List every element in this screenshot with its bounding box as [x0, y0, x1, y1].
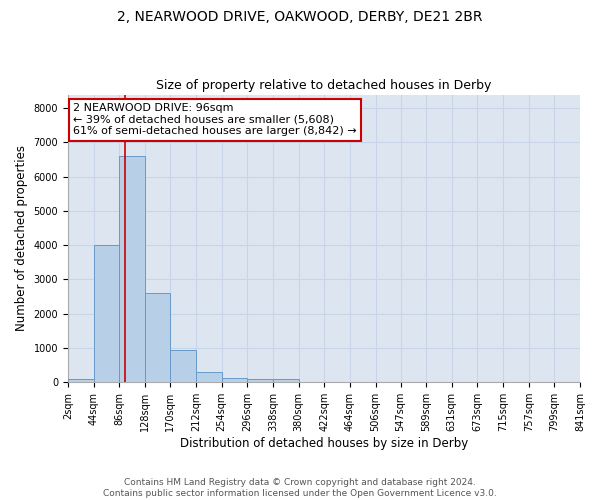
- Bar: [247, 380, 273, 382]
- Bar: [273, 380, 299, 382]
- Bar: [119, 156, 145, 382]
- Bar: [68, 379, 94, 382]
- Y-axis label: Number of detached properties: Number of detached properties: [15, 146, 28, 332]
- Text: Contains HM Land Registry data © Crown copyright and database right 2024.
Contai: Contains HM Land Registry data © Crown c…: [103, 478, 497, 498]
- Bar: [170, 350, 196, 382]
- Text: 2 NEARWOOD DRIVE: 96sqm
← 39% of detached houses are smaller (5,608)
61% of semi: 2 NEARWOOD DRIVE: 96sqm ← 39% of detache…: [73, 103, 356, 136]
- Title: Size of property relative to detached houses in Derby: Size of property relative to detached ho…: [156, 79, 491, 92]
- Bar: [222, 378, 247, 382]
- Bar: [145, 293, 170, 382]
- Text: 2, NEARWOOD DRIVE, OAKWOOD, DERBY, DE21 2BR: 2, NEARWOOD DRIVE, OAKWOOD, DERBY, DE21 …: [117, 10, 483, 24]
- Bar: [196, 372, 222, 382]
- X-axis label: Distribution of detached houses by size in Derby: Distribution of detached houses by size …: [180, 437, 468, 450]
- Bar: [94, 245, 119, 382]
